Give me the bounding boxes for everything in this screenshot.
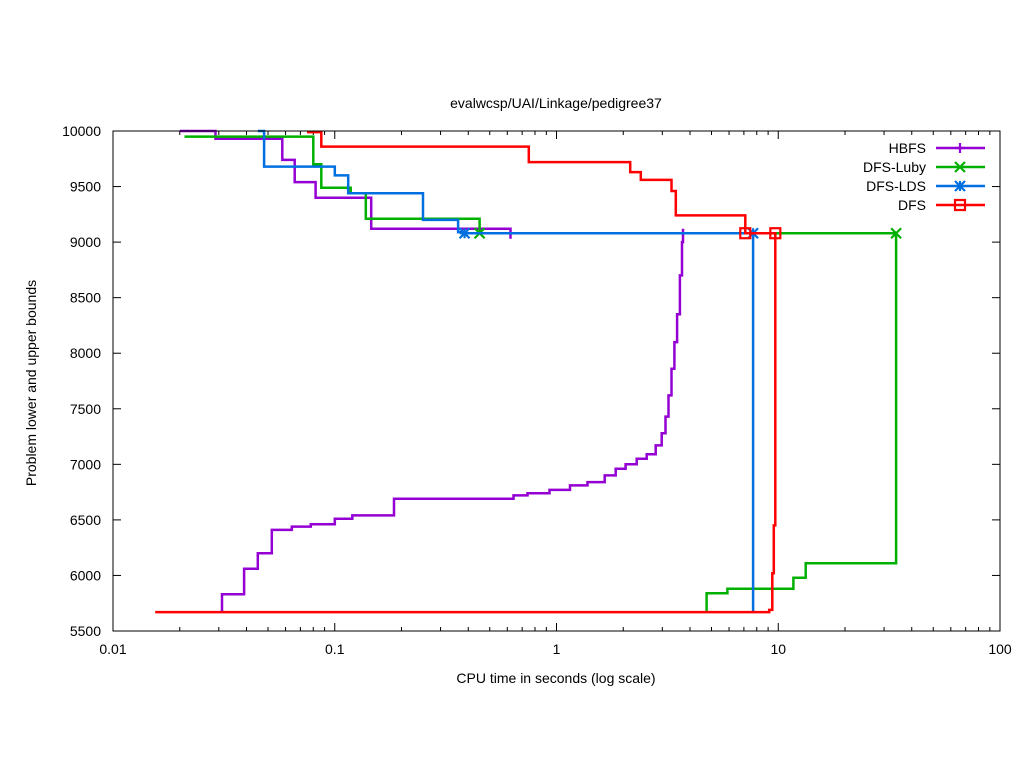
series-line-dfs-lds-0 <box>257 129 755 613</box>
series-marker-dfs-luby-1 <box>890 227 902 240</box>
y-tick-label-8: 9500 <box>70 179 101 195</box>
legend-marker-dfs <box>953 198 967 212</box>
axis-ticks: 0.01 0.1 1 10 100 5500 6000 6500 7000 7500 8000 850… <box>62 123 1012 657</box>
series-marker-dfs-1 <box>769 227 782 240</box>
x-tick-label-2: 1 <box>553 641 561 657</box>
chart-title: evalwcsp/UAI/Linkage/pedigree37 <box>450 95 662 111</box>
y-tick-label-7: 9000 <box>70 234 101 250</box>
legend: HBFS DFS-Luby DFS-LDS DFS <box>863 140 985 213</box>
y-axis-label: Problem lower and upper bounds <box>23 280 39 486</box>
series-marker-dfs-lds-0 <box>458 227 471 240</box>
legend-label-hbfs: HBFS <box>889 140 926 156</box>
x-axis-label: CPU time in seconds (log scale) <box>456 670 655 686</box>
series-line-hbfs-0 <box>179 129 512 239</box>
y-tick-label-5: 8000 <box>70 345 101 361</box>
series-line-dfs-0 <box>155 130 777 614</box>
y-tick-label-6: 8500 <box>70 290 101 306</box>
series-line-hbfs-1 <box>220 228 685 613</box>
legend-marker-dfs-lds <box>954 180 966 192</box>
x-tick-label-0: 0.01 <box>99 641 126 657</box>
x-tick-label-4: 100 <box>988 641 1012 657</box>
y-tick-label-3: 7000 <box>70 456 101 472</box>
legend-label-dfs-luby: DFS-Luby <box>863 159 926 175</box>
series-marker-dfs-0 <box>739 227 752 240</box>
plot-lines <box>155 129 902 614</box>
y-tick-label-9: 10000 <box>62 123 101 139</box>
x-tick-label-1: 0.1 <box>325 641 345 657</box>
plot-frame <box>112 130 1001 632</box>
y-tick-label-4: 7500 <box>70 401 101 417</box>
y-tick-label-2: 6500 <box>70 512 101 528</box>
series-line-dfs-luby-0 <box>184 135 898 613</box>
y-tick-label-1: 6000 <box>70 567 101 583</box>
legend-marker-hbfs <box>955 143 965 153</box>
legend-marker-dfs-luby <box>954 161 966 173</box>
legend-label-dfs: DFS <box>898 197 926 213</box>
legend-label-dfs-lds: DFS-LDS <box>866 178 926 194</box>
y-tick-label-0: 5500 <box>70 623 101 639</box>
x-tick-label-3: 10 <box>770 641 786 657</box>
